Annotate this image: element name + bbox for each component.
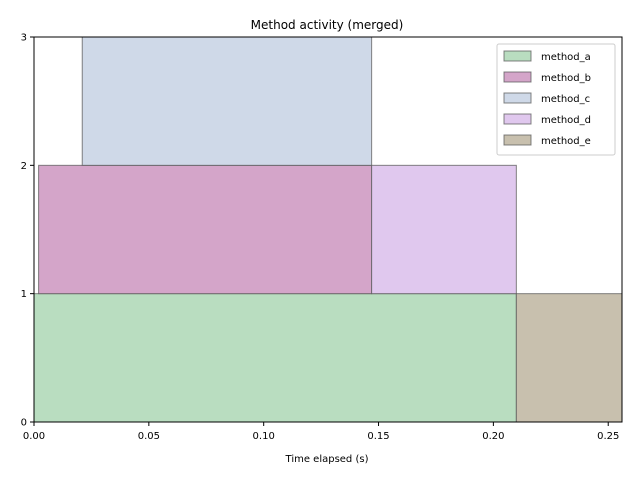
x-axis-label: Time elapsed (s) [285,454,369,465]
legend-label-method_a: method_a [541,52,591,63]
x-axis: 0.00 0.05 0.10 0.15 0.20 0.25 [23,422,619,442]
y-tick-label: 0 [21,418,27,429]
bar-method_a-0 [33,293,517,423]
legend-swatch-method_d [503,113,532,125]
chart-title: Method activity (merged) [251,18,404,32]
legend-label-method_c: method_c [541,94,590,105]
bar-method_c-0 [81,36,373,166]
legend-label-method_b: method_b [541,73,591,84]
legend-swatch-method_b [503,71,532,83]
x-tick-label: 0.15 [367,431,389,442]
y-tick-label: 3 [21,33,27,44]
legend-label-method_d: method_d [541,115,591,126]
x-tick-label: 0.25 [597,431,619,442]
bar-method_b-0 [38,164,373,295]
x-tick-label: 0.20 [482,431,504,442]
x-tick-label: 0.10 [253,431,275,442]
legend: method_a method_b method_c method_d method_e [496,43,616,156]
x-tick-label: 0.00 [23,431,45,442]
legend-swatch-method_a [503,50,532,62]
x-tick-label: 0.05 [138,431,160,442]
legend-swatch-method_e [503,134,532,146]
plot-frame [33,36,623,423]
legend-label-method_e: method_e [541,136,591,147]
bar-method_e-0 [515,293,623,423]
y-axis: 0 1 2 3 [21,33,34,429]
bar-method_d-0 [371,164,517,295]
y-tick-label: 1 [21,289,27,300]
legend-swatch-method_c [503,92,532,104]
y-tick-label: 2 [21,161,27,172]
bars-group [33,36,623,423]
